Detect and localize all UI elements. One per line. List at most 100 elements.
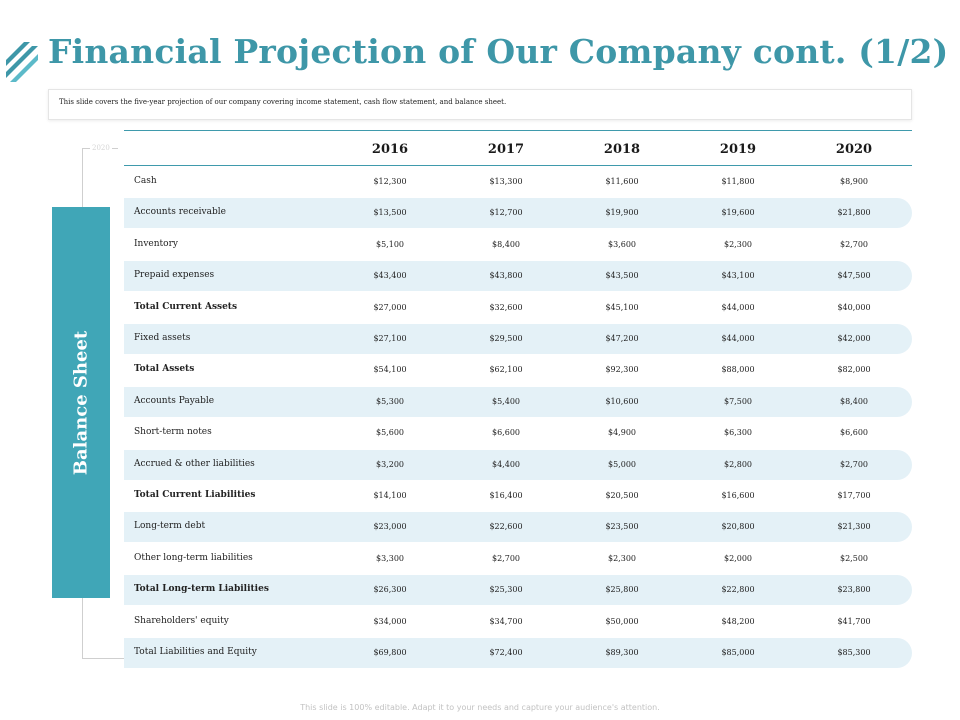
table-cell: $29,500 <box>489 334 523 343</box>
table-cell: $44,000 <box>721 334 755 343</box>
year-header: 2017 <box>487 142 525 157</box>
row-label: Long-term debt <box>134 521 206 532</box>
table-cell: $6,300 <box>724 428 752 438</box>
table-cell: $42,000 <box>837 334 871 343</box>
table-row: Total Assets $54,100 $62,100 $92,300 $88,000… <box>124 355 912 385</box>
year-header: 2019 <box>719 142 757 157</box>
table-cell: $17,700 <box>837 491 871 500</box>
table-cell: $22,600 <box>489 522 523 532</box>
table-cell: $2,800 <box>724 459 752 469</box>
table-cell: $5,400 <box>492 396 520 406</box>
table-cell: $89,300 <box>605 648 639 657</box>
table-cell: $85,000 <box>721 648 755 657</box>
table-cell: $23,800 <box>837 585 871 595</box>
table-cell: $16,600 <box>721 491 755 500</box>
row-label: Total Current Liabilities <box>134 490 256 500</box>
table-cell: $25,800 <box>605 585 639 595</box>
table-cell: $8,400 <box>840 396 868 406</box>
table-cell: $54,100 <box>373 365 407 375</box>
footer-note: This slide is 100% editable. Adapt it to… <box>300 703 660 712</box>
table-cell: $26,300 <box>373 585 407 595</box>
subtitle-box: This slide covers the five-year projecti… <box>48 89 912 120</box>
row-label: Accounts Payable <box>134 395 215 406</box>
table-cell: $43,800 <box>489 271 523 281</box>
table-cell: $5,000 <box>608 459 636 469</box>
table-cell: $44,000 <box>721 302 755 312</box>
table-cell: $2,700 <box>840 459 868 469</box>
table-cell: $25,300 <box>489 585 523 595</box>
table-cell: $27,100 <box>373 334 407 343</box>
table-cell: $82,000 <box>837 365 871 375</box>
row-label: Shareholders' equity <box>134 615 229 626</box>
table-cell: $43,400 <box>373 271 407 281</box>
table-row: Accounts Payable $5,300 $5,400 $10,600 $7,50… <box>124 386 912 417</box>
table-cell: $19,600 <box>721 208 755 218</box>
row-label: Prepaid expenses <box>134 270 215 281</box>
table-row: Other long-term liabilities $3,300 $2,700 $… <box>124 544 912 574</box>
table-cell: $41,700 <box>837 616 871 626</box>
table-cell: $8,900 <box>840 177 868 186</box>
table-cell: $13,300 <box>489 177 523 186</box>
table-cell: $21,300 <box>837 522 871 532</box>
table-cell: $11,600 <box>605 177 639 186</box>
table-cell: $23,000 <box>373 522 407 532</box>
table-cell: $88,000 <box>721 365 755 375</box>
table-row: Total Liabilities and Equity $69,800 $72,4… <box>124 638 912 668</box>
ghost-year-label: 2020 <box>90 144 112 152</box>
row-label: Total Long-term Liabilities <box>134 584 269 595</box>
row-label: Inventory <box>134 238 178 249</box>
bracket-line-bottom <box>82 658 124 659</box>
row-label: Total Assets <box>134 364 195 375</box>
table-cell: $22,800 <box>721 585 755 595</box>
table-cell: $92,300 <box>605 365 639 375</box>
year-header: 2020 <box>835 142 873 157</box>
table-row: Inventory $5,100 $8,400 $3,600 $2,300 $2,700 <box>124 230 912 260</box>
table-cell: $4,400 <box>492 459 520 469</box>
table-cell: $12,700 <box>489 208 523 218</box>
table-cell: $3,200 <box>376 459 404 469</box>
table-header: 2016 2017 2018 2019 2020 <box>124 130 912 166</box>
sidebar-label: Balance Sheet <box>70 330 92 475</box>
table-cell: $47,500 <box>837 271 871 281</box>
table-cell: $2,500 <box>840 553 868 563</box>
table-cell: $32,600 <box>489 302 523 312</box>
table-row: Long-term debt $23,000 $22,600 $23,500 $20,8… <box>124 512 912 543</box>
table-cell: $48,200 <box>721 616 755 626</box>
table-cell: $45,100 <box>605 302 639 312</box>
table-cell: $19,900 <box>605 208 639 218</box>
table-cell: $12,300 <box>373 177 407 186</box>
table-cell: $5,600 <box>376 428 404 438</box>
table-cell: $5,100 <box>376 239 404 249</box>
table-row: Fixed assets $27,100 $29,500 $47,200 $44,000… <box>124 324 912 354</box>
table-cell: $6,600 <box>492 428 520 438</box>
table-cell: $2,700 <box>840 239 868 249</box>
row-label: Cash <box>134 176 157 186</box>
table-row: Accrued & other liabilities $3,200 $4,400 $… <box>124 449 912 480</box>
table-cell: $2,300 <box>724 239 752 249</box>
table-cell: $11,800 <box>721 177 755 186</box>
table-cell: $20,500 <box>605 491 639 500</box>
table-row: Accounts receivable $13,500 $12,700 $19,900… <box>124 198 912 229</box>
table-cell: $62,100 <box>489 365 523 375</box>
table-cell: $85,300 <box>837 648 871 657</box>
table-cell: $5,300 <box>376 396 404 406</box>
table-cell: $34,700 <box>489 616 523 626</box>
table-cell: $40,000 <box>837 302 871 312</box>
row-label: Fixed assets <box>134 333 191 343</box>
row-label: Other long-term liabilities <box>134 552 253 563</box>
table-cell: $23,500 <box>605 522 639 532</box>
table-cell: $2,000 <box>724 553 752 563</box>
table-cell: $43,500 <box>605 271 639 281</box>
table-row: Prepaid expenses $43,400 $43,800 $43,500 $43… <box>124 261 912 292</box>
table-row: Total Long-term Liabilities $26,300 $25,30… <box>124 575 912 606</box>
table-cell: $7,500 <box>724 396 752 406</box>
diagonal-stripes-logo-icon <box>6 42 38 82</box>
table-row: Shareholders' equity $34,000 $34,700 $50,00… <box>124 607 912 637</box>
table-cell: $43,100 <box>721 271 755 281</box>
table-cell: $8,400 <box>492 239 520 249</box>
row-label: Total Liabilities and Equity <box>134 647 257 657</box>
table-row: Short-term notes $5,600 $6,600 $4,900 $6,300… <box>124 418 912 448</box>
row-label: Short-term notes <box>134 427 212 438</box>
table-cell: $47,200 <box>605 334 639 343</box>
table-cell: $2,300 <box>608 553 636 563</box>
